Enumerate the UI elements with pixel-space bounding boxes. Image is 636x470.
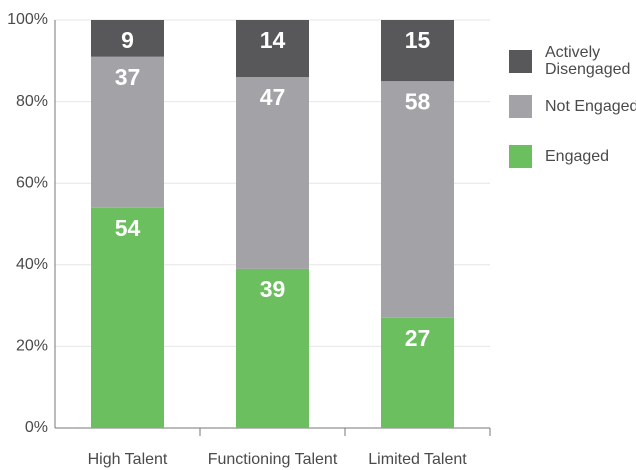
bar-segment	[236, 268, 309, 428]
value-label: 37	[115, 64, 141, 90]
y-tick-label: 100%	[7, 11, 48, 28]
value-label: 9	[121, 27, 134, 53]
x-tick-label: Functioning Talent	[208, 451, 338, 468]
value-label: 47	[260, 84, 286, 110]
x-tick-label: Limited Talent	[368, 451, 467, 468]
bar-segment	[381, 317, 454, 428]
legend-swatch	[509, 145, 532, 168]
value-label: 14	[260, 27, 286, 53]
value-label: 15	[405, 27, 431, 53]
y-tick-label: 80%	[16, 93, 48, 110]
y-tick-label: 40%	[16, 256, 48, 273]
value-label: 39	[260, 276, 286, 302]
y-tick-label: 0%	[25, 419, 48, 436]
legend-label: Engaged	[545, 148, 609, 165]
value-label: 58	[405, 88, 431, 114]
legend-swatch	[509, 95, 532, 118]
y-tick-label: 60%	[16, 174, 48, 191]
y-tick-label: 20%	[16, 338, 48, 355]
legend-swatch	[509, 50, 532, 73]
bar-segment	[236, 20, 309, 78]
bar-segment	[91, 56, 164, 208]
bar-segment	[381, 81, 454, 318]
value-label: 54	[115, 215, 141, 241]
value-label: 27	[405, 325, 431, 351]
bar-segment	[381, 20, 454, 82]
bar-segment	[236, 77, 309, 269]
legend-label: Not Engaged	[545, 98, 636, 115]
bar-segment	[91, 207, 164, 428]
x-tick-label: High Talent	[88, 451, 168, 468]
bar-segment	[91, 20, 164, 57]
legend-label: Actively Disengaged	[545, 44, 630, 78]
